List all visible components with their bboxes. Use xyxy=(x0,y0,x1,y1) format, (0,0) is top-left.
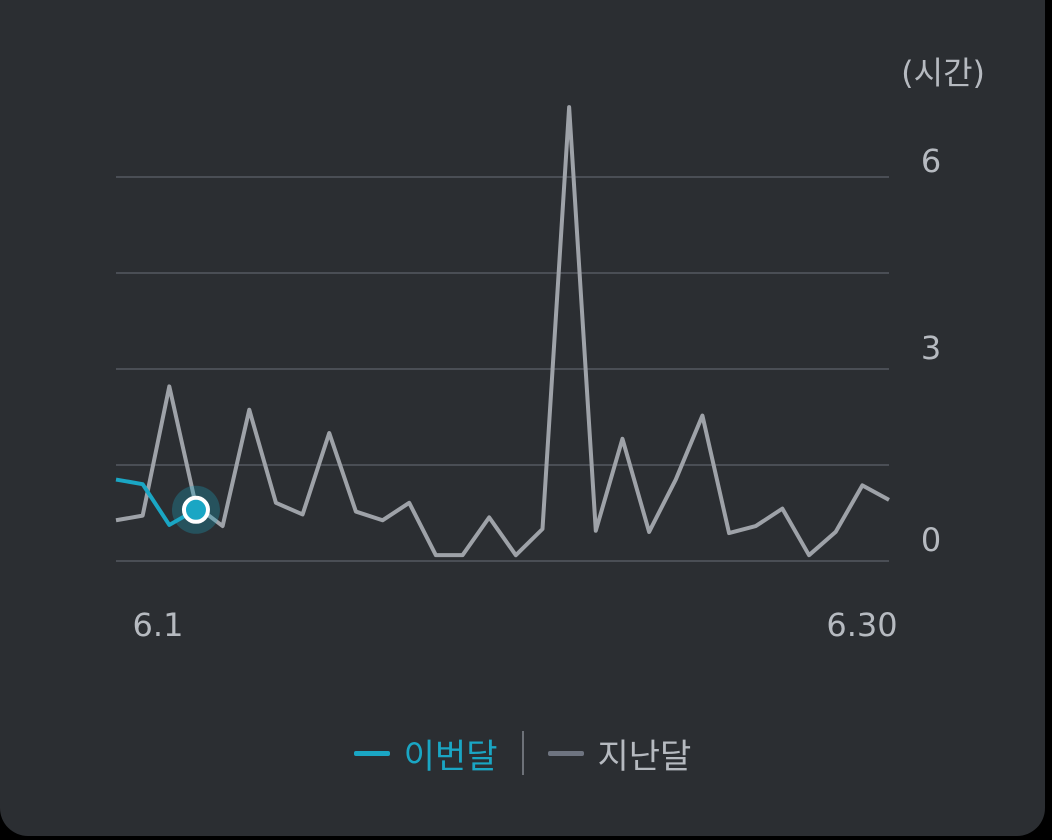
series-lines xyxy=(115,105,890,558)
legend-swatch-icon xyxy=(547,750,584,756)
gridlines xyxy=(116,176,889,562)
y-tick-labels: 6 3 0 xyxy=(921,142,941,559)
unit-label: (시간) xyxy=(901,54,985,92)
series-line-this-month xyxy=(115,477,197,527)
y-tick-label: 6 xyxy=(921,142,941,180)
legend-label: 지난달 xyxy=(597,736,692,777)
legend-swatch-icon xyxy=(353,750,390,756)
legend-label: 이번달 xyxy=(403,736,498,777)
highlight-point[interactable] xyxy=(181,495,210,524)
y-tick-label: 0 xyxy=(921,521,941,559)
x-tick-end: 6.30 xyxy=(826,606,897,644)
series-line-last-month xyxy=(115,105,890,558)
line-chart: (시간) 6 3 0 6.1 6.30 xyxy=(115,54,985,644)
x-tick-start: 6.1 xyxy=(133,606,184,644)
legend-divider xyxy=(521,731,524,775)
legend: 이번달 지난달 xyxy=(0,728,1045,778)
legend-item-last-month[interactable]: 지난달 xyxy=(547,729,692,778)
y-tick-label: 3 xyxy=(921,329,941,367)
legend-item-this-month[interactable]: 이번달 xyxy=(353,729,498,778)
